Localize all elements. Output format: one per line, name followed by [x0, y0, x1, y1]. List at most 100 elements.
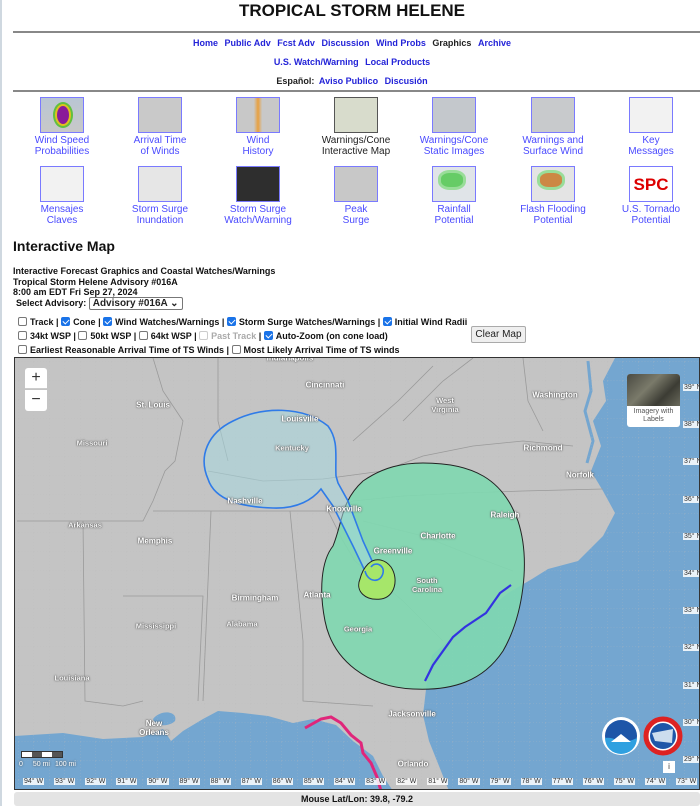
basemap-toggle[interactable]: Imagery with Labels — [627, 374, 680, 427]
tropical-storm-warning-line — [424, 584, 512, 682]
map-label-indianapolis: Indianapolis — [266, 357, 314, 363]
map-label-richmond: Richmond — [523, 443, 563, 453]
latitude-tick: 34° N — [683, 570, 699, 577]
option-label: Most Likely Arrival Time of TS winds — [243, 345, 400, 355]
checkbox[interactable] — [18, 345, 27, 354]
checkbox[interactable] — [61, 317, 71, 326]
graphic-link-wind-speed-probabilities[interactable]: Wind Speed Probabilities — [13, 97, 111, 157]
graphic-link-peak-surge[interactable]: Peak Surge — [307, 166, 405, 226]
checkbox[interactable] — [78, 331, 88, 340]
graphic-label-line2: Messages — [628, 146, 674, 157]
info-button[interactable]: i — [663, 761, 675, 773]
nav-graphics-current: Graphics — [432, 38, 472, 48]
graphic-label-line2: Surge — [342, 215, 370, 226]
option-64kt-wsp[interactable]: 64kt WSP — [138, 331, 192, 341]
zoom-out-button[interactable]: − — [25, 390, 47, 411]
graphic-label-line1: Storm Surge — [131, 204, 189, 215]
spc-logo: SPC — [633, 175, 669, 194]
nav-public-adv[interactable]: Public Adv — [224, 38, 271, 48]
latitude-tick: 37° N — [683, 458, 699, 466]
interactive-map[interactable]: + − Imagery with Labels Indianapolis Cinc… — [14, 357, 700, 790]
checkbox[interactable] — [231, 345, 241, 354]
checkbox[interactable] — [18, 331, 27, 340]
option-earliest-reasonable-arrival-time-of-ts-winds[interactable]: Earliest Reasonable Arrival Time of TS W… — [18, 345, 224, 355]
graphic-thumbnail — [629, 97, 673, 133]
longitude-tick: 78° W — [520, 778, 542, 785]
option-storm-surge-watches-warnings[interactable]: Storm Surge Watches/Warnings — [226, 317, 375, 327]
checkbox[interactable] — [199, 331, 209, 340]
separator: | — [131, 331, 139, 341]
nav-us-watch-warning[interactable]: U.S. Watch/Warning — [273, 57, 359, 67]
graphic-link-storm-surge-watch-warning[interactable]: Storm Surge Watch/Warning — [209, 166, 307, 226]
advisory-select-value: Advisory #016A — [92, 298, 168, 309]
graphic-link-arrival-time-of-winds[interactable]: Arrival Time of Winds — [111, 97, 209, 157]
option-track[interactable]: Track — [18, 317, 54, 327]
info-advisory: Tropical Storm Helene Advisory #016A — [13, 276, 178, 287]
mouse-lat-lon-readout: Mouse Lat/Lon: 39.8, -79.2 — [14, 792, 700, 806]
map-label-raleigh: Raleigh — [490, 510, 520, 520]
wind-cone-forecast-area — [321, 462, 525, 690]
nav-aviso-publico[interactable]: Aviso Publico — [318, 76, 379, 86]
checkbox[interactable] — [138, 331, 148, 340]
graphic-link-warnings-cone-interactive-map[interactable]: Warnings/Cone Interactive Map — [307, 97, 405, 157]
graphic-label-line2: Potential — [434, 215, 474, 226]
longitude-tick: 79° W — [489, 778, 511, 785]
graphic-link-flash-flooding-potential[interactable]: Flash Flooding Potential — [504, 166, 602, 226]
graphic-link-mensajes-claves[interactable]: Mensajes Claves — [13, 166, 111, 226]
checkbox[interactable] — [382, 317, 392, 326]
nav-local-products[interactable]: Local Products — [365, 57, 431, 67]
graphic-label-line2: Interactive Map — [321, 146, 391, 157]
graphic-thumbnail — [334, 97, 378, 133]
zoom-in-button[interactable]: + — [25, 368, 47, 389]
longitude-tick: 82° W — [396, 778, 418, 785]
nav-wind-probs[interactable]: Wind Probs — [375, 38, 426, 48]
espanol-label: Español: — [276, 76, 315, 86]
option-wind-watches-warnings[interactable]: Wind Watches/Warnings — [103, 317, 219, 327]
graphic-link-storm-surge-inundation[interactable]: Storm Surge Inundation — [111, 166, 209, 226]
clear-map-button[interactable]: Clear Map — [471, 326, 526, 343]
graphic-thumbnail — [236, 166, 280, 202]
advisory-label: Select Advisory: — [16, 298, 87, 308]
option-initial-wind-radii[interactable]: Initial Wind Radii — [382, 317, 467, 327]
option-50kt-wsp[interactable]: 50kt WSP — [78, 331, 131, 341]
graphic-link-rainfall-potential[interactable]: Rainfall Potential — [405, 166, 503, 226]
longitude-tick: 77° W — [551, 778, 573, 785]
nav-discusion[interactable]: Discusión — [384, 76, 428, 86]
option-cone[interactable]: Cone — [61, 317, 96, 327]
checkbox[interactable] — [18, 317, 27, 326]
option-label: Earliest Reasonable Arrival Time of TS W… — [30, 345, 224, 355]
graphic-link-u-s-tornado-potential[interactable]: SPC U.S. Tornado Potential — [602, 166, 700, 226]
graphic-label-line2: Static Images — [423, 146, 485, 157]
nav-home[interactable]: Home — [193, 38, 219, 48]
option-34kt-wsp[interactable]: 34kt WSP — [18, 331, 71, 341]
graphic-label-line2: Claves — [46, 215, 78, 226]
map-label-georgia: Georgia — [343, 624, 373, 634]
graphic-link-wind-history[interactable]: Wind History — [209, 97, 307, 157]
map-label-birmingham: Birmingham — [231, 593, 279, 603]
option-past-track[interactable]: Past Track — [199, 331, 256, 341]
nav-archive[interactable]: Archive — [477, 38, 511, 48]
nav-discussion[interactable]: Discussion — [321, 38, 370, 48]
map-label-arkansas: Arkansas — [68, 520, 102, 530]
divider — [13, 31, 700, 33]
graphic-link-key-messages[interactable]: Key Messages — [602, 97, 700, 157]
longitude-tick: 94° W — [23, 778, 45, 785]
longitude-tick: 83° W — [365, 778, 387, 785]
map-label-west-virginia: West Virginia — [431, 396, 459, 414]
option-most-likely-arrival-time-of-ts-winds[interactable]: Most Likely Arrival Time of TS winds — [231, 345, 400, 355]
graphic-link-warnings-and-surface-wind[interactable]: Warnings and Surface Wind — [504, 97, 602, 157]
longitude-tick: 80° W — [458, 778, 480, 785]
graphic-link-warnings-cone-static-images[interactable]: Warnings/Cone Static Images — [405, 97, 503, 157]
checkbox[interactable] — [226, 317, 236, 326]
graphic-thumbnail — [40, 166, 84, 202]
graphic-thumbnail — [432, 97, 476, 133]
option-auto-zoom-on-cone-load[interactable]: Auto-Zoom (on cone load) — [263, 331, 388, 341]
option-label: Past Track — [211, 331, 257, 341]
checkbox[interactable] — [263, 331, 273, 340]
nav-fcst-adv[interactable]: Fcst Adv — [277, 38, 315, 48]
longitude-tick: 87° W — [240, 778, 262, 785]
basemap-toggle-label: Imagery with Labels — [633, 408, 674, 423]
checkbox[interactable] — [103, 317, 113, 326]
graphic-label-line2: of Winds — [140, 146, 180, 157]
advisory-select[interactable]: Advisory #016A ⌄ — [88, 297, 183, 310]
